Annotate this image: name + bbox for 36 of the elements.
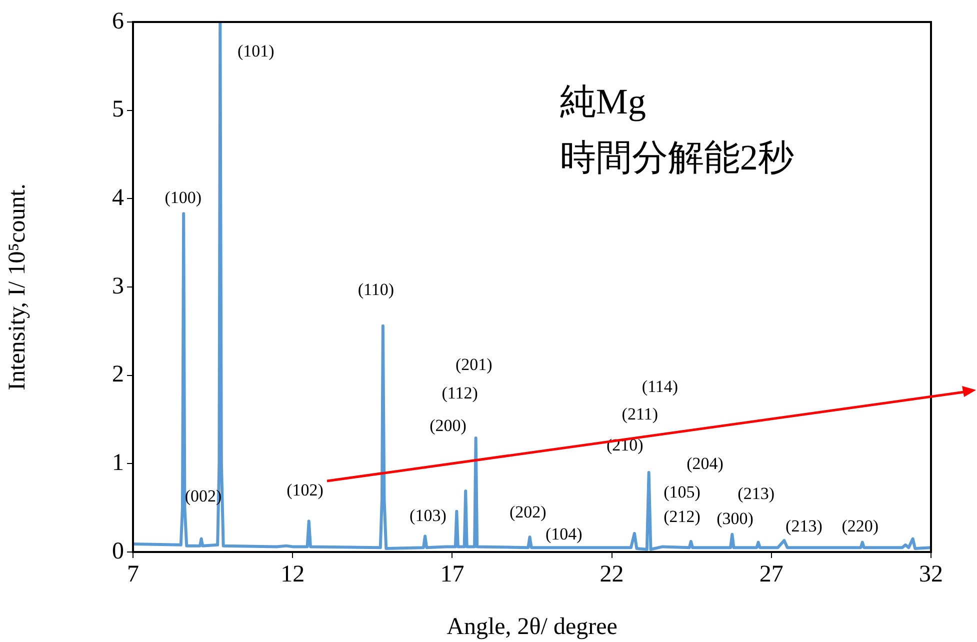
annotation: (101) [237,42,274,60]
annotation: (300) [716,508,754,528]
x-tick-label: 7 [127,562,139,588]
y-axis-title: Intensity, I/ 10⁵count. [4,184,31,390]
annotation: (114) [642,377,678,396]
y-tick-label: 0 [112,538,124,564]
annotation: (211) [622,404,658,424]
annotation: (110) [358,280,394,299]
annotation: (202) [509,502,546,522]
annotation: (213) [786,516,822,536]
y-tick-label: 2 [112,362,124,388]
annotation: (212) [664,507,700,526]
annotation: (220) [842,516,879,536]
annotation: (105) [664,482,700,502]
annotation: 純Mg [560,81,646,122]
y-tick-label: 1 [112,450,124,476]
y-tick-label: 4 [112,184,124,211]
annotation: (102) [286,480,324,500]
y-tick-label: 5 [112,96,124,123]
annotation: (112) [442,383,478,402]
annotation: (200) [430,416,466,436]
x-tick-label: 17 [440,562,464,588]
annotation: 時間分解能2秒 [560,137,794,178]
x-tick-label: 32 [919,562,943,588]
x-axis-title: Angle, 2θ/ degree [446,614,618,640]
annotation: (103) [410,506,446,526]
x-tick-label: 12 [280,562,305,588]
x-tick-label: 22 [600,562,624,588]
annotation: (104) [546,524,582,544]
y-tick-label: 3 [112,273,124,300]
y-tick-label: 6 [112,8,124,34]
annotation: (213) [738,484,774,504]
x-tick-label: 27 [759,562,784,588]
annotation: (204) [686,454,724,474]
annotation: (100) [164,188,202,208]
annotation: (201) [455,355,492,374]
